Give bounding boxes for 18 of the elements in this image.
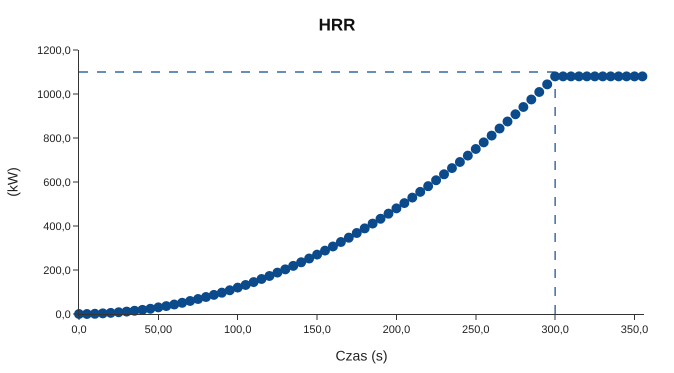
x-tick-label: 250,0 <box>462 324 490 336</box>
x-tick-label: 300,0 <box>541 324 569 336</box>
y-tick-label: 1200,0 <box>37 44 71 57</box>
y-tick-label: 0,0 <box>56 308 71 321</box>
x-tick-label: 150,0 <box>303 324 331 336</box>
x-tick-label: 100,0 <box>224 324 252 336</box>
x-tick-label: 200,0 <box>382 324 410 336</box>
chart-title: HRR <box>318 16 356 35</box>
x-tick-label: 0,0 <box>71 324 87 336</box>
y-tick-label: 800,0 <box>43 132 71 145</box>
x-tick-label: 350,0 <box>620 324 648 336</box>
y-axis-title: (kW) <box>4 167 21 197</box>
y-tick-label: 200,0 <box>43 264 71 277</box>
x-axis-title: Czas (s) <box>335 348 388 364</box>
y-tick-label: 600,0 <box>43 176 71 189</box>
y-tick-label: 1000,0 <box>37 88 71 101</box>
x-tick-label: 50,00 <box>144 324 172 336</box>
y-tick-label: 400,0 <box>43 220 71 233</box>
